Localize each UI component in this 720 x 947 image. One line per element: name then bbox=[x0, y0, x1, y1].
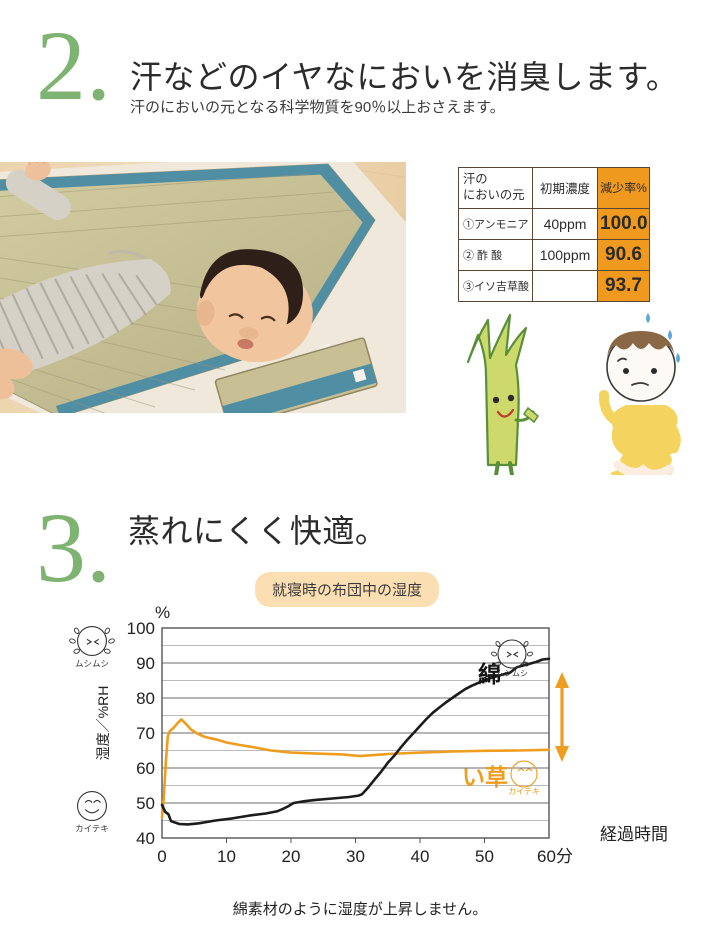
svg-text:70: 70 bbox=[136, 724, 155, 743]
svg-text:経過時間: 経過時間 bbox=[600, 825, 668, 844]
svg-text:ムシムシ: ムシムシ bbox=[496, 669, 528, 678]
svg-text:90: 90 bbox=[136, 654, 155, 673]
svg-text:100: 100 bbox=[127, 619, 155, 638]
svg-text:60: 60 bbox=[136, 759, 155, 778]
svg-text:80: 80 bbox=[136, 689, 155, 708]
svg-text:50: 50 bbox=[475, 847, 494, 866]
svg-text:20: 20 bbox=[282, 847, 301, 866]
svg-text:0: 0 bbox=[157, 847, 166, 866]
svg-text:ムシムシ: ムシムシ bbox=[75, 659, 109, 669]
svg-text:60分: 60分 bbox=[537, 847, 573, 866]
svg-text:カイテキ: カイテキ bbox=[75, 824, 109, 834]
svg-text:い草: い草 bbox=[462, 764, 508, 790]
svg-text:40: 40 bbox=[411, 847, 430, 866]
svg-text:30: 30 bbox=[346, 847, 365, 866]
svg-text:40: 40 bbox=[136, 829, 155, 848]
svg-text:50: 50 bbox=[136, 794, 155, 813]
svg-text:湿度／%RH: 湿度／%RH bbox=[95, 686, 111, 761]
svg-text:%: % bbox=[155, 603, 170, 622]
svg-text:カイテキ: カイテキ bbox=[508, 787, 540, 796]
svg-text:10: 10 bbox=[217, 847, 236, 866]
